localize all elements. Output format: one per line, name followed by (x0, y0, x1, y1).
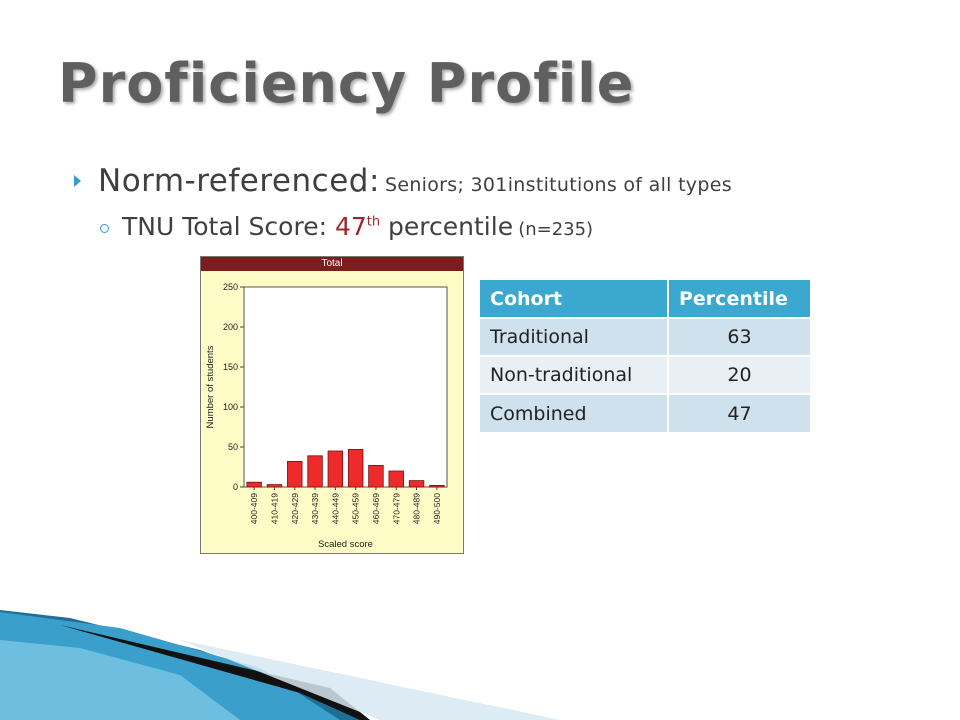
cohort-cell: Combined (480, 393, 669, 432)
bullet-total-score: TNU Total Score: 47th percentile (n=235) (100, 212, 593, 241)
plot-frame (243, 286, 448, 488)
x-tick-label: 480-489 (412, 493, 422, 524)
table-header-row: Cohort Percentile (480, 280, 812, 318)
chart-plot: 0 50 100 150 200 250 400-409 410-419 420-429 430-… (205, 282, 448, 550)
x-tick-label: 430-439 (310, 493, 320, 524)
x-tick-label: 470-479 (391, 493, 401, 524)
y-tick-label: 50 (228, 442, 238, 452)
y-tick-label: 200 (223, 322, 238, 332)
histogram-chart: Total 0 50 100 150 200 250 400-409 410-419 420-4… (200, 256, 464, 554)
histogram-bar (327, 450, 344, 488)
chart-title: Total (201, 257, 463, 271)
header-percentile: Percentile (668, 280, 812, 318)
slide-title: Proficiency Profile (58, 52, 635, 115)
percentile-cell: 47 (668, 393, 812, 432)
histogram-bar (266, 484, 283, 488)
histogram-bar (429, 484, 445, 488)
percentile-cell: 63 (668, 317, 812, 356)
x-tick-label: 450-459 (351, 493, 361, 524)
y-tick-label: 250 (223, 282, 238, 292)
bullet-main-text: Norm-referenced: (98, 163, 380, 199)
x-tick-label: 460-469 (371, 493, 381, 524)
score-label: TNU Total Score: (122, 212, 335, 241)
cohort-percentile-table: Cohort Percentile Traditional 63 Non-tra… (480, 280, 812, 432)
histogram-bar (307, 455, 323, 488)
bullet-sub-text: Seniors; 301institutions of all types (384, 174, 732, 196)
histogram-bar (246, 481, 262, 488)
x-tick-label: 420-429 (290, 493, 300, 524)
table-row: Non-traditional 20 (480, 355, 812, 394)
table-row: Combined 47 (480, 393, 812, 432)
cohort-cell: Non-traditional (480, 355, 669, 394)
sample-size: (n=235) (518, 219, 594, 240)
score-suffix: th (366, 214, 381, 230)
percentile-cell: 20 (668, 355, 812, 394)
y-tick-label: 150 (223, 362, 238, 372)
histogram-bar (347, 448, 364, 488)
histogram-bar (368, 464, 384, 488)
header-cohort: Cohort (480, 280, 669, 318)
histogram-bar (408, 480, 425, 488)
x-tick-label: 440-449 (330, 493, 340, 524)
ring-bullet-icon (100, 224, 109, 233)
x-tick-label: 400-409 (249, 493, 259, 524)
x-tick-label: 410-419 (269, 493, 279, 524)
table-row: Traditional 63 (480, 317, 812, 356)
y-tick-label: 100 (223, 402, 238, 412)
cohort-cell: Traditional (480, 317, 669, 356)
bullet-norm-referenced: Norm-referenced: Seniors; 301institution… (74, 163, 732, 199)
triangle-bullet-icon (74, 175, 81, 187)
histogram-bar (287, 460, 303, 488)
percentile-label: percentile (380, 212, 514, 241)
score-value: 47th (334, 212, 381, 241)
histogram-bar (388, 470, 404, 488)
x-tick-label: 490-500 (432, 493, 442, 524)
x-axis-label: Scaled score (318, 539, 373, 550)
y-tick-label: 0 (233, 482, 238, 492)
y-axis-label: Number of students (205, 345, 216, 428)
